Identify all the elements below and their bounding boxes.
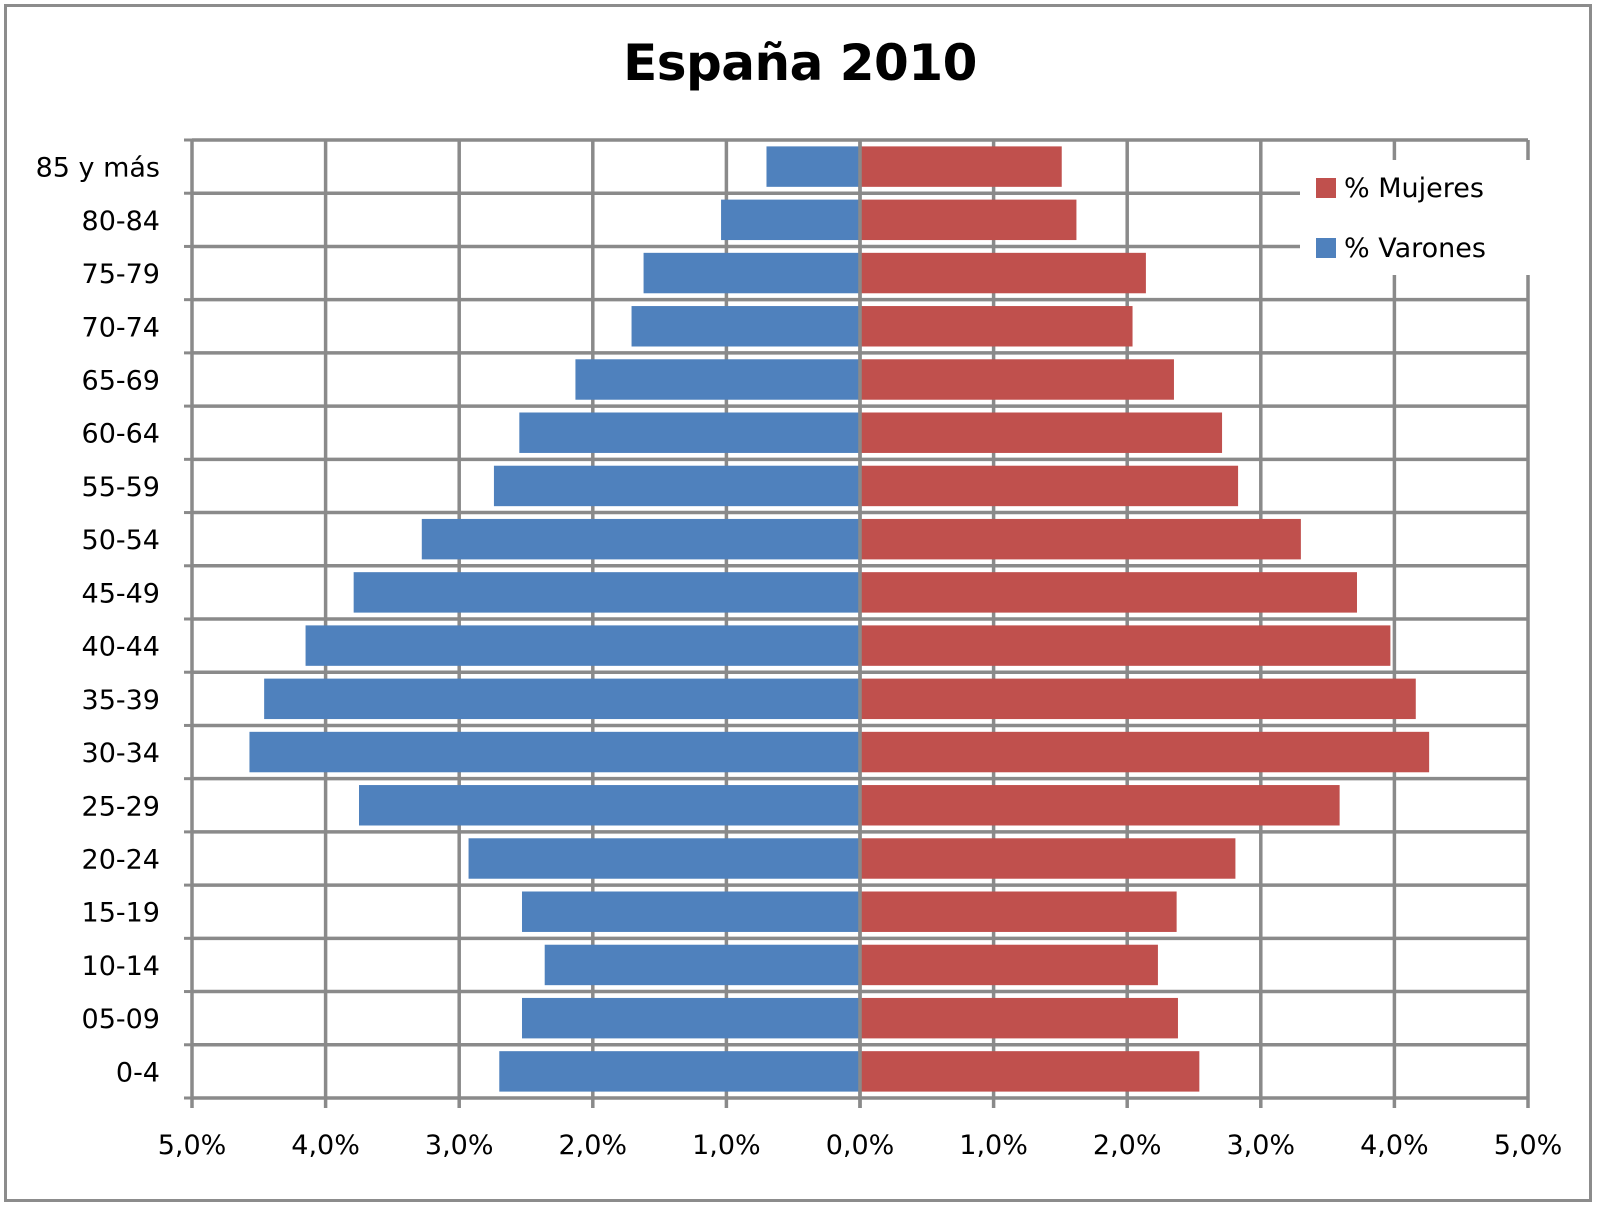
category-label: 15-19	[82, 898, 160, 929]
x-tick-labels: 5,0% 4,0% 3,0% 2,0% 1,0% 0,0% 1,0% 2,0% 3,0% 4,0%…	[158, 1130, 1563, 1161]
category-label: 20-24	[82, 845, 160, 876]
bar-varones-4	[468, 838, 860, 879]
x-tick-label: 0,0%	[826, 1130, 895, 1161]
bar-mujeres-17	[860, 146, 1062, 187]
category-label: 45-49	[82, 578, 160, 609]
bar-varones-14	[631, 306, 860, 347]
category-label: 55-59	[82, 472, 160, 503]
bar-mujeres-14	[860, 306, 1133, 347]
bar-mujeres-4	[860, 838, 1236, 879]
bar-mujeres-0	[860, 1051, 1200, 1092]
bar-mujeres-7	[860, 678, 1416, 720]
x-tick-label: 3,0%	[425, 1130, 494, 1161]
category-label: 65-69	[82, 366, 160, 397]
legend-label-varones: % Varones	[1344, 232, 1486, 264]
bar-varones-8	[305, 625, 860, 666]
category-labels: 0-4 05-09 10-14 15-19 20-24 25-29 30-34 35-39 40…	[36, 153, 160, 1089]
x-tick-label: 3,0%	[1226, 1130, 1295, 1161]
x-tick-label: 2,0%	[558, 1130, 627, 1161]
bar-varones-15	[643, 252, 860, 294]
bar-mujeres-16	[860, 199, 1077, 241]
bar-mujeres-1	[860, 997, 1178, 1039]
category-label: 40-44	[82, 632, 160, 663]
category-label: 70-74	[82, 312, 160, 343]
category-label: 85 y más	[36, 153, 160, 184]
category-label: 30-34	[82, 738, 160, 769]
legend-swatch-varones	[1316, 238, 1336, 258]
legend-label-mujeres: % Mujeres	[1344, 172, 1484, 204]
bar-mujeres-15	[860, 252, 1146, 294]
legend: % Mujeres % Varones	[1300, 160, 1530, 275]
x-tick-label: 4,0%	[1360, 1130, 1429, 1161]
x-tick-label: 1,0%	[692, 1130, 761, 1161]
category-label: 50-54	[82, 525, 160, 556]
bar-varones-16	[721, 199, 860, 241]
bar-mujeres-9	[860, 572, 1357, 613]
bar-mujeres-6	[860, 731, 1430, 773]
bar-mujeres-2	[860, 944, 1158, 986]
category-label: 35-39	[82, 685, 160, 716]
category-label: 60-64	[82, 419, 160, 450]
bar-varones-13	[575, 359, 860, 400]
bar-varones-0	[499, 1051, 860, 1092]
x-tick-label: 5,0%	[1494, 1130, 1563, 1161]
bar-varones-11	[493, 465, 860, 507]
x-tick-label: 2,0%	[1093, 1130, 1162, 1161]
bar-varones-3	[521, 891, 860, 932]
bar-varones-5	[359, 785, 860, 826]
category-label: 05-09	[82, 1004, 160, 1035]
bar-mujeres-11	[860, 465, 1239, 507]
chart-title: España 2010	[623, 34, 977, 92]
bar-varones-17	[766, 146, 860, 187]
legend-swatch-mujeres	[1316, 178, 1336, 198]
category-label: 75-79	[82, 259, 160, 290]
bars	[249, 140, 1430, 1108]
bar-varones-10	[421, 518, 860, 560]
bar-mujeres-3	[860, 891, 1177, 932]
bar-varones-1	[521, 997, 860, 1039]
category-label: 80-84	[82, 206, 160, 237]
x-tick-label: 5,0%	[158, 1130, 227, 1161]
bar-varones-6	[249, 731, 860, 773]
bar-mujeres-10	[860, 518, 1301, 560]
bar-mujeres-12	[860, 412, 1223, 453]
bar-mujeres-13	[860, 359, 1174, 400]
x-tick-label: 1,0%	[959, 1130, 1028, 1161]
bar-varones-2	[544, 944, 860, 986]
category-label: 10-14	[82, 951, 160, 982]
bar-varones-12	[519, 412, 860, 453]
category-label: 0-4	[116, 1057, 160, 1088]
bar-varones-9	[353, 572, 860, 613]
category-label: 25-29	[82, 791, 160, 822]
bar-varones-7	[264, 678, 860, 720]
bar-mujeres-5	[860, 785, 1340, 826]
legend-item-mujeres: % Mujeres	[1316, 171, 1484, 205]
bar-mujeres-8	[860, 625, 1391, 666]
x-tick-label: 4,0%	[291, 1130, 360, 1161]
legend-item-varones: % Varones	[1316, 231, 1486, 265]
